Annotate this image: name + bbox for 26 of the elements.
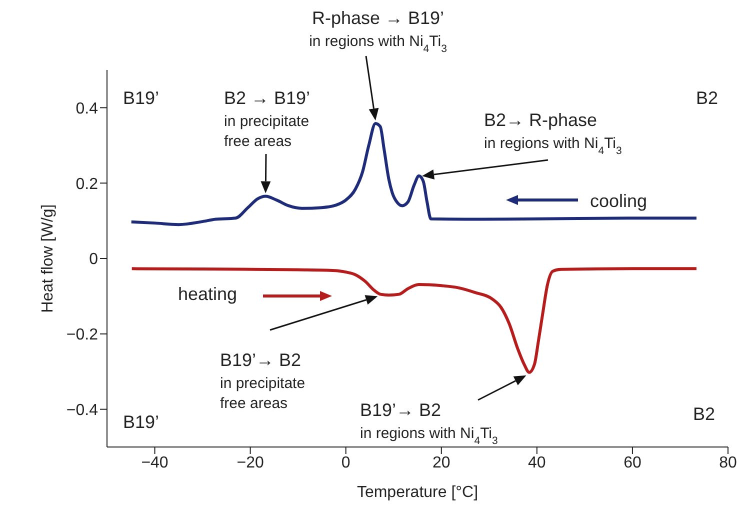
x-tick-label: 40 [528, 454, 546, 472]
text: R-phase → B19’ in regions with Ni$_{4}$Ti$_{3}$ [309, 8, 448, 55]
x-tick-label: −40 [141, 454, 168, 472]
x-tick-label: 0 [341, 454, 350, 472]
x-axis-title: Temperature [°C] [356, 484, 478, 501]
x-tick-label: 60 [624, 454, 642, 472]
annotation: B2 [693, 404, 716, 424]
x-tick-label: 20 [432, 454, 450, 472]
y-tick-label: 0.2 [76, 176, 98, 193]
annotation: B19’→ B2 in regions with Ni$_{4}$Ti$_{3}$ [360, 400, 498, 447]
x-tick-label: 80 [719, 454, 737, 472]
y-axis-title: Heat flow [W/g] [40, 204, 57, 313]
line-series [130, 267, 698, 374]
annotation: B2 [696, 88, 718, 108]
annotation: cooling [590, 191, 648, 211]
annotation: B19’ [123, 412, 160, 432]
annotation: heating [178, 284, 238, 304]
annotation: B19’→ B2 in precipitate free areas [220, 350, 306, 412]
y-tick-label: 0 [89, 251, 98, 268]
y-tick-label: −0.2 [66, 326, 98, 344]
x-tick-label: −20 [236, 454, 264, 472]
annotation: B19’ [123, 88, 160, 108]
annotation: B2→ R-phase in regions with Ni$_{4}$Ti$_{3}$ [484, 110, 622, 157]
annotation: B2 → B19’ in precipitate free areas [224, 88, 310, 150]
y-tick-label: −0.4 [66, 402, 98, 419]
y-tick-label: 0.4 [76, 100, 98, 118]
